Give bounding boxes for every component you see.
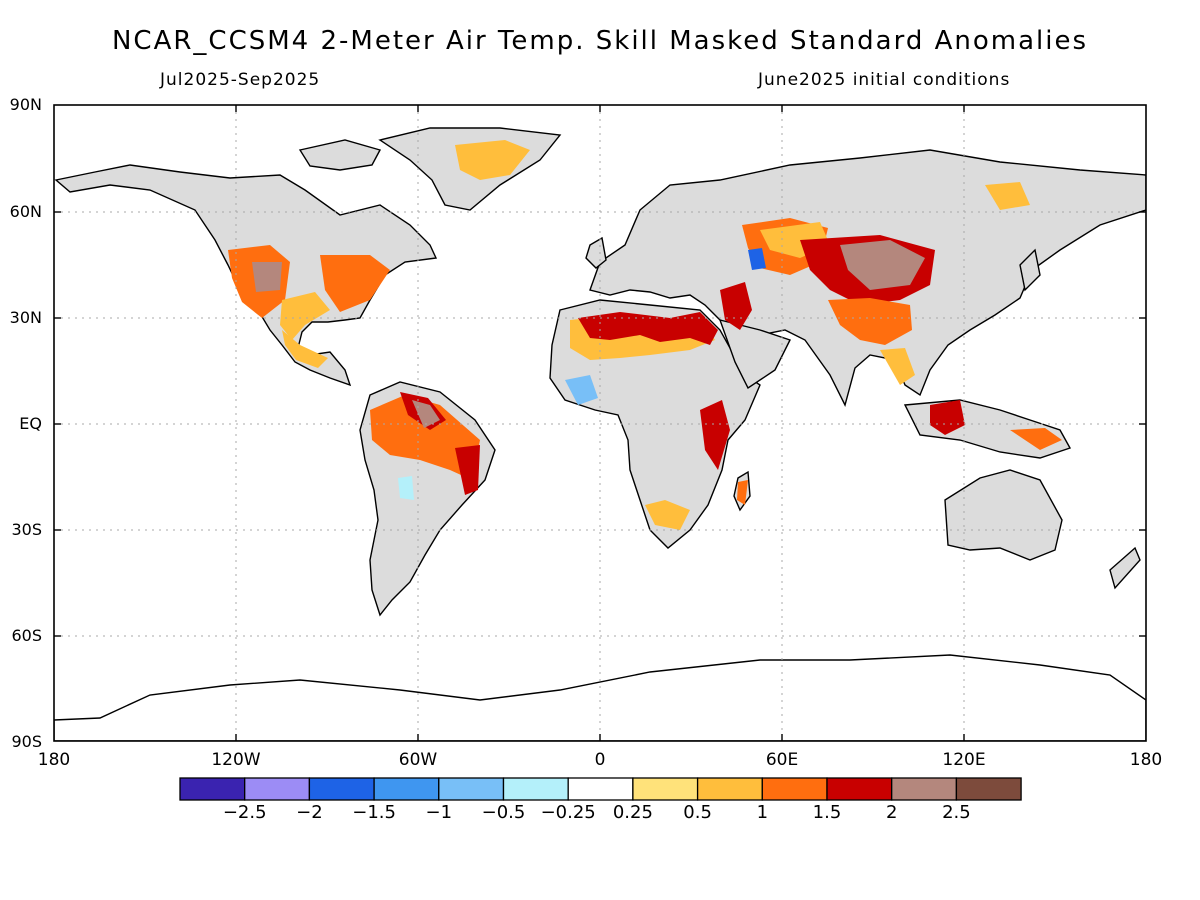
lon-label-120e: 120E [942,750,986,770]
antarctica-land [54,654,1146,741]
warm-anomaly-borneo [930,400,965,435]
warm-anomaly-amazon [370,395,480,480]
cold-anomaly-west-africa [565,375,598,405]
warm-anomaly-new-guinea [1010,428,1062,450]
colorbar-swatch-10 [826,777,893,801]
axis-ticks [54,105,1146,741]
colorbar-swatch-12 [955,777,1022,801]
colorbar-swatch-3 [373,777,440,801]
colorbar-swatch-1 [244,777,311,801]
colorbar-swatch-2 [308,777,375,801]
lon-label-180e: 180 [1129,750,1163,770]
colorbar-swatch-9 [761,777,828,801]
colorbar-swatch-11 [891,777,958,801]
graticule [54,105,1146,741]
lat-label-eq: EQ [19,414,42,433]
colorbar-label-2: −1.5 [352,802,396,823]
warm-anomaly-indochina [880,348,915,385]
lon-label-0: 0 [594,750,606,770]
lon-label-60w: 60W [398,750,438,770]
initial-conditions: June2025 initial conditions [758,70,1011,90]
lon-label-120w: 120W [211,750,261,770]
colorbar-label-10: 2 [885,802,898,823]
warm-anomaly-mongolia-brown [840,240,925,290]
warm-anomaly-greenland [455,140,530,180]
colorbar-swatch-7 [632,777,699,801]
warm-anomaly-china [828,298,912,345]
colorbar-label-4: −0.5 [481,802,526,823]
warm-anomaly-ne-brazil [455,445,480,495]
lat-label-30n: 30N [9,308,42,327]
lat-label-30s: 30S [11,520,42,539]
warm-anomaly-southern-africa [645,500,690,530]
warm-anomaly-mexico [282,330,328,368]
australia-land [944,469,1063,561]
cold-anomaly-caspian [748,248,766,270]
colorbar-label-6: 0.25 [612,802,653,823]
colorbar-swatch-0 [179,777,246,801]
japan-land [1019,248,1041,292]
warm-anomaly-madagascar [737,480,748,505]
lon-label-180w: 180 [37,750,71,770]
cold-anomaly-south-america [398,476,414,500]
anomaly-patches [228,140,1062,530]
warm-anomaly-east-africa [700,400,730,470]
new-zealand-land [1109,546,1141,590]
lat-label-90s: 90S [11,732,42,751]
colorbar-label-1: −2 [296,802,323,823]
colorbar-label-8: 1 [756,802,769,823]
canadian-archipelago-land [298,139,382,171]
colorbar-swatch-6 [567,777,634,801]
africa-land [549,299,761,549]
lon-label-60e: 60E [765,750,799,770]
warm-anomaly-great-basin [252,262,282,292]
lat-label-60n: 60N [9,202,42,221]
warm-anomaly-siberia [985,182,1030,210]
forecast-period: Jul2025-Sep2025 [160,70,321,90]
colorbar-label-11: 2.5 [942,802,971,823]
colorbar-label-9: 1.5 [812,802,842,823]
colorbar-label-7: 0.5 [683,802,712,823]
lat-label-60s: 60S [11,626,42,645]
arabia-land [718,319,791,390]
warm-anomaly-sahara [578,312,718,345]
colorbar-label-3: −1 [425,802,453,823]
warm-anomaly-southern-us [280,292,330,340]
cold-anomaly-patches [398,248,766,500]
lat-label-90n: 90N [9,95,42,114]
colorbar-swatch-8 [696,777,763,801]
warm-anomaly-guianas-brown [412,400,440,428]
warm-anomaly-eastern-us [320,255,390,312]
colorbar-swatch-4 [438,777,505,801]
map-title: NCAR_CCSM4 2-Meter Air Temp. Skill Maske… [111,26,1089,56]
colorbar-label-5: −0.25 [540,802,596,823]
colorbar-swatch-5 [502,777,569,801]
colorbar-label-0: −2.5 [222,802,267,823]
colorbar [179,777,1022,801]
